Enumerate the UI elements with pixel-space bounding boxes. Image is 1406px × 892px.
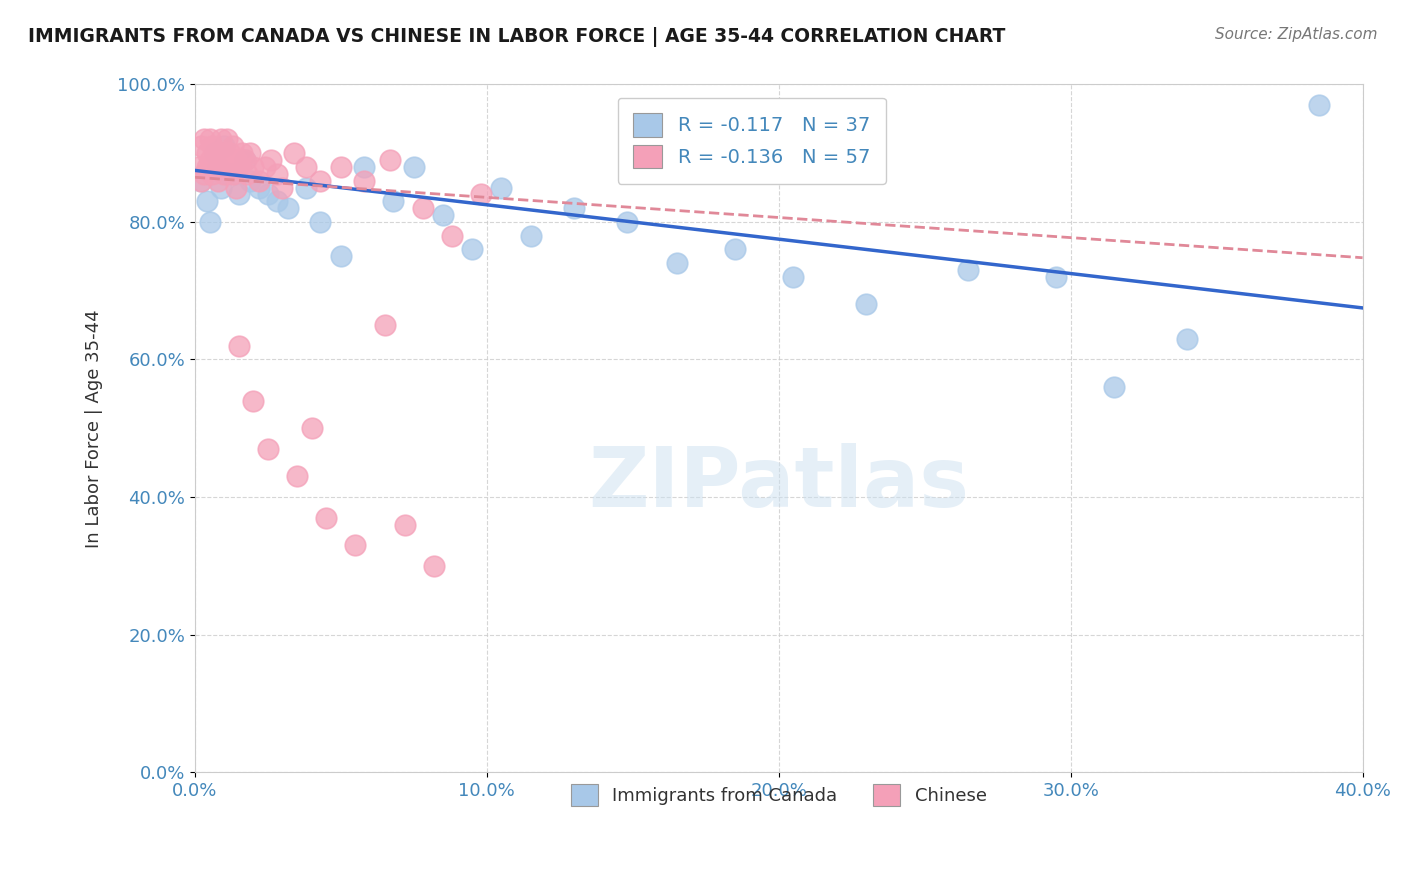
Point [228, 160, 250, 174]
Point [231, 146, 253, 161]
Point [564, 201, 586, 215]
Point [209, 180, 232, 194]
Point [219, 160, 242, 174]
Point [190, 139, 212, 153]
Point [1045, 270, 1067, 285]
Point [190, 174, 212, 188]
Point [724, 243, 747, 257]
Point [201, 139, 224, 153]
Point [222, 167, 245, 181]
Point [212, 146, 235, 161]
Point [440, 228, 463, 243]
Point [957, 263, 980, 277]
Point [212, 167, 235, 181]
Point [204, 146, 226, 161]
Point [239, 146, 262, 161]
Legend: Immigrants from Canada, Chinese: Immigrants from Canada, Chinese [561, 774, 995, 814]
Point [1177, 332, 1199, 346]
Point [236, 167, 259, 181]
Point [260, 153, 283, 167]
Point [344, 538, 367, 552]
Point [309, 215, 332, 229]
Point [315, 510, 337, 524]
Point [491, 180, 513, 194]
Point [195, 146, 218, 161]
Point [432, 208, 454, 222]
Point [353, 160, 375, 174]
Point [204, 160, 226, 174]
Point [225, 180, 247, 194]
Point [329, 160, 352, 174]
Point [198, 132, 221, 146]
Point [233, 153, 256, 167]
Point [266, 194, 288, 209]
Text: IMMIGRANTS FROM CANADA VS CHINESE IN LABOR FORCE | AGE 35-44 CORRELATION CHART: IMMIGRANTS FROM CANADA VS CHINESE IN LAB… [28, 27, 1005, 46]
Point [309, 174, 332, 188]
Point [198, 215, 221, 229]
Point [295, 180, 318, 194]
Point [242, 160, 264, 174]
Point [257, 187, 280, 202]
Point [353, 174, 375, 188]
Point [283, 146, 305, 161]
Point [187, 160, 209, 174]
Point [423, 558, 446, 573]
Text: ZIPatlas: ZIPatlas [588, 442, 969, 524]
Point [219, 146, 242, 161]
Point [1104, 380, 1126, 394]
Point [215, 167, 238, 181]
Point [461, 243, 484, 257]
Point [207, 153, 229, 167]
Point [665, 256, 688, 270]
Point [394, 517, 416, 532]
Point [374, 318, 396, 332]
Point [195, 194, 218, 209]
Point [215, 132, 238, 146]
Point [247, 180, 270, 194]
Point [519, 228, 541, 243]
Point [233, 153, 256, 167]
Point [209, 160, 232, 174]
Point [285, 469, 308, 483]
Point [190, 174, 212, 188]
Point [253, 160, 276, 174]
Point [1308, 98, 1330, 112]
Point [228, 187, 250, 202]
Point [193, 132, 215, 146]
Point [222, 167, 245, 181]
Point [855, 297, 877, 311]
Point [228, 339, 250, 353]
Point [207, 160, 229, 174]
Point [271, 180, 294, 194]
Point [207, 174, 229, 188]
Point [201, 167, 224, 181]
Point [247, 174, 270, 188]
Point [380, 153, 402, 167]
Point [195, 160, 218, 174]
Point [782, 270, 804, 285]
Point [204, 146, 226, 161]
Point [382, 194, 405, 209]
Point [301, 421, 323, 435]
Point [329, 249, 352, 263]
Point [222, 139, 245, 153]
Point [412, 201, 434, 215]
Y-axis label: In Labor Force | Age 35-44: In Labor Force | Age 35-44 [86, 309, 103, 548]
Point [295, 160, 318, 174]
Point [212, 139, 235, 153]
Point [402, 160, 425, 174]
Point [225, 153, 247, 167]
Point [209, 132, 232, 146]
Point [215, 153, 238, 167]
Text: Source: ZipAtlas.com: Source: ZipAtlas.com [1215, 27, 1378, 42]
Point [198, 153, 221, 167]
Point [193, 167, 215, 181]
Point [616, 215, 638, 229]
Point [239, 174, 262, 188]
Point [266, 167, 288, 181]
Point [242, 393, 264, 408]
Point [257, 442, 280, 456]
Point [277, 201, 299, 215]
Point [470, 187, 492, 202]
